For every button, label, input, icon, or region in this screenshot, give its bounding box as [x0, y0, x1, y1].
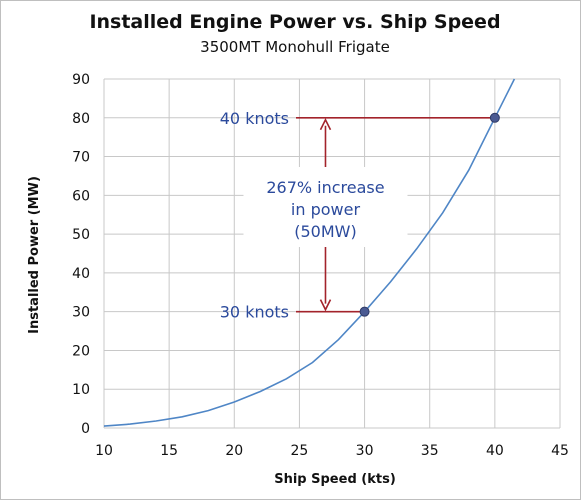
power-curve — [103, 78, 516, 427]
y-tick-10: 10 — [72, 382, 90, 398]
annotation-line-0: 267% increase — [266, 178, 384, 197]
x-tick-35: 35 — [421, 443, 439, 459]
x-tick-15: 15 — [160, 443, 178, 459]
x-tick-25: 25 — [291, 443, 309, 459]
highlight-point-0 — [359, 306, 370, 317]
y-tick-90: 90 — [72, 72, 90, 88]
annotation-line-1: in power — [291, 200, 361, 219]
x-axis-title: Ship Speed (kts) — [274, 472, 396, 487]
y-tick-60: 60 — [72, 188, 90, 204]
y-tick-20: 20 — [72, 343, 90, 359]
speed-label-0: 30 knots — [220, 303, 289, 322]
speed-highlights: 30 knots 40 knots — [220, 109, 500, 322]
x-tick-40: 40 — [486, 443, 504, 459]
speed-label-1: 40 knots — [220, 109, 289, 128]
y-tick-labels: 0 10 20 30 40 50 60 70 80 90 — [72, 72, 90, 437]
x-tick-labels: 10 15 20 25 30 35 40 45 — [95, 443, 569, 459]
y-tick-50: 50 — [72, 227, 90, 243]
chart-title: Installed Engine Power vs. Ship Speed — [89, 11, 500, 33]
y-tick-70: 70 — [72, 150, 90, 166]
arrow-head-down — [319, 299, 332, 312]
x-tick-20: 20 — [225, 443, 243, 459]
arrow-head-up — [319, 117, 332, 131]
annotation-line-2: (50MW) — [294, 222, 356, 241]
gridlines — [103, 78, 561, 429]
chart-subtitle: 3500MT Monohull Frigate — [200, 38, 390, 56]
y-tick-0: 0 — [81, 421, 90, 437]
y-tick-80: 80 — [72, 111, 90, 127]
x-tick-30: 30 — [356, 443, 374, 459]
annotation-box — [243, 167, 408, 247]
y-axis-title: Installed Power (MW) — [27, 176, 42, 334]
y-tick-40: 40 — [72, 266, 90, 282]
increase-annotation: 267% increase in power (50MW) — [243, 117, 408, 312]
x-tick-10: 10 — [95, 443, 113, 459]
x-tick-45: 45 — [551, 443, 569, 459]
highlight-point-1 — [489, 112, 500, 123]
y-tick-30: 30 — [72, 305, 90, 321]
